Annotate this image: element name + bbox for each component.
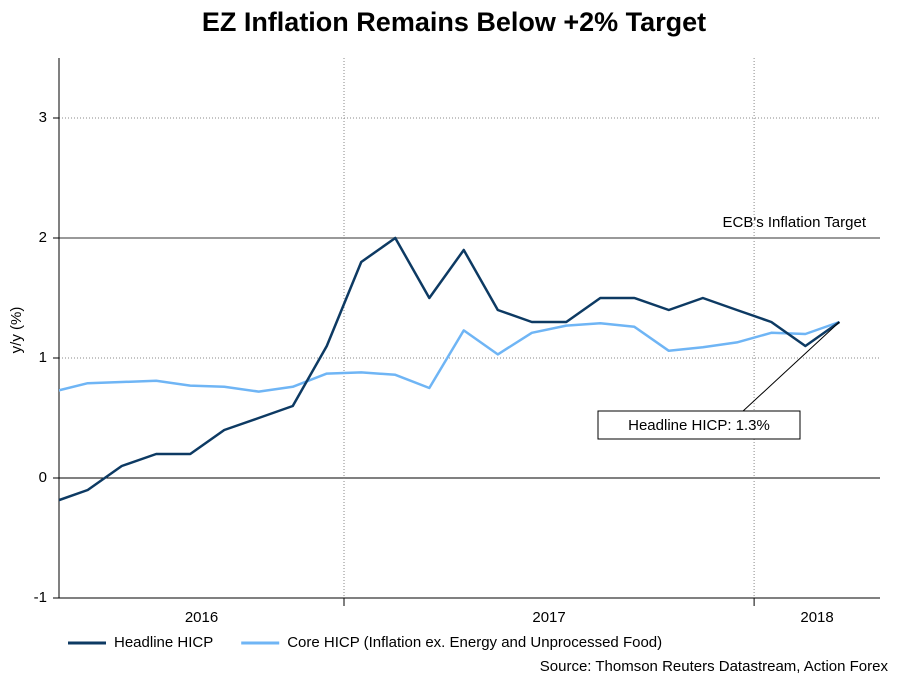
reference-label: ECB's Inflation Target xyxy=(723,214,867,231)
series-line xyxy=(59,320,840,393)
y-tick-label: 2 xyxy=(39,229,47,246)
plot-area xyxy=(59,236,841,502)
legend-label: Core HICP (Inflation ex. Energy and Unpr… xyxy=(287,634,662,651)
x-tick-label: 2018 xyxy=(800,609,833,626)
y-tick-label: -1 xyxy=(34,589,47,606)
x-tick-label: 2017 xyxy=(532,609,565,626)
y-tick-label: 0 xyxy=(39,469,47,486)
y-tick-label: 1 xyxy=(39,349,47,366)
x-tick-label: 2016 xyxy=(185,609,218,626)
source: Source: Thomson Reuters Datastream, Acti… xyxy=(540,658,889,675)
y-tick-label: 3 xyxy=(39,109,47,126)
series-line xyxy=(59,236,841,502)
y-axis-label: y/y (%) xyxy=(8,307,25,354)
callout-box xyxy=(597,410,801,440)
callout-line xyxy=(741,321,840,413)
legend-label: Headline HICP xyxy=(114,634,213,651)
annotation: Headline HICP: 1.3% xyxy=(628,417,770,434)
chart-title: EZ Inflation Remains Below +2% Target xyxy=(202,7,706,37)
